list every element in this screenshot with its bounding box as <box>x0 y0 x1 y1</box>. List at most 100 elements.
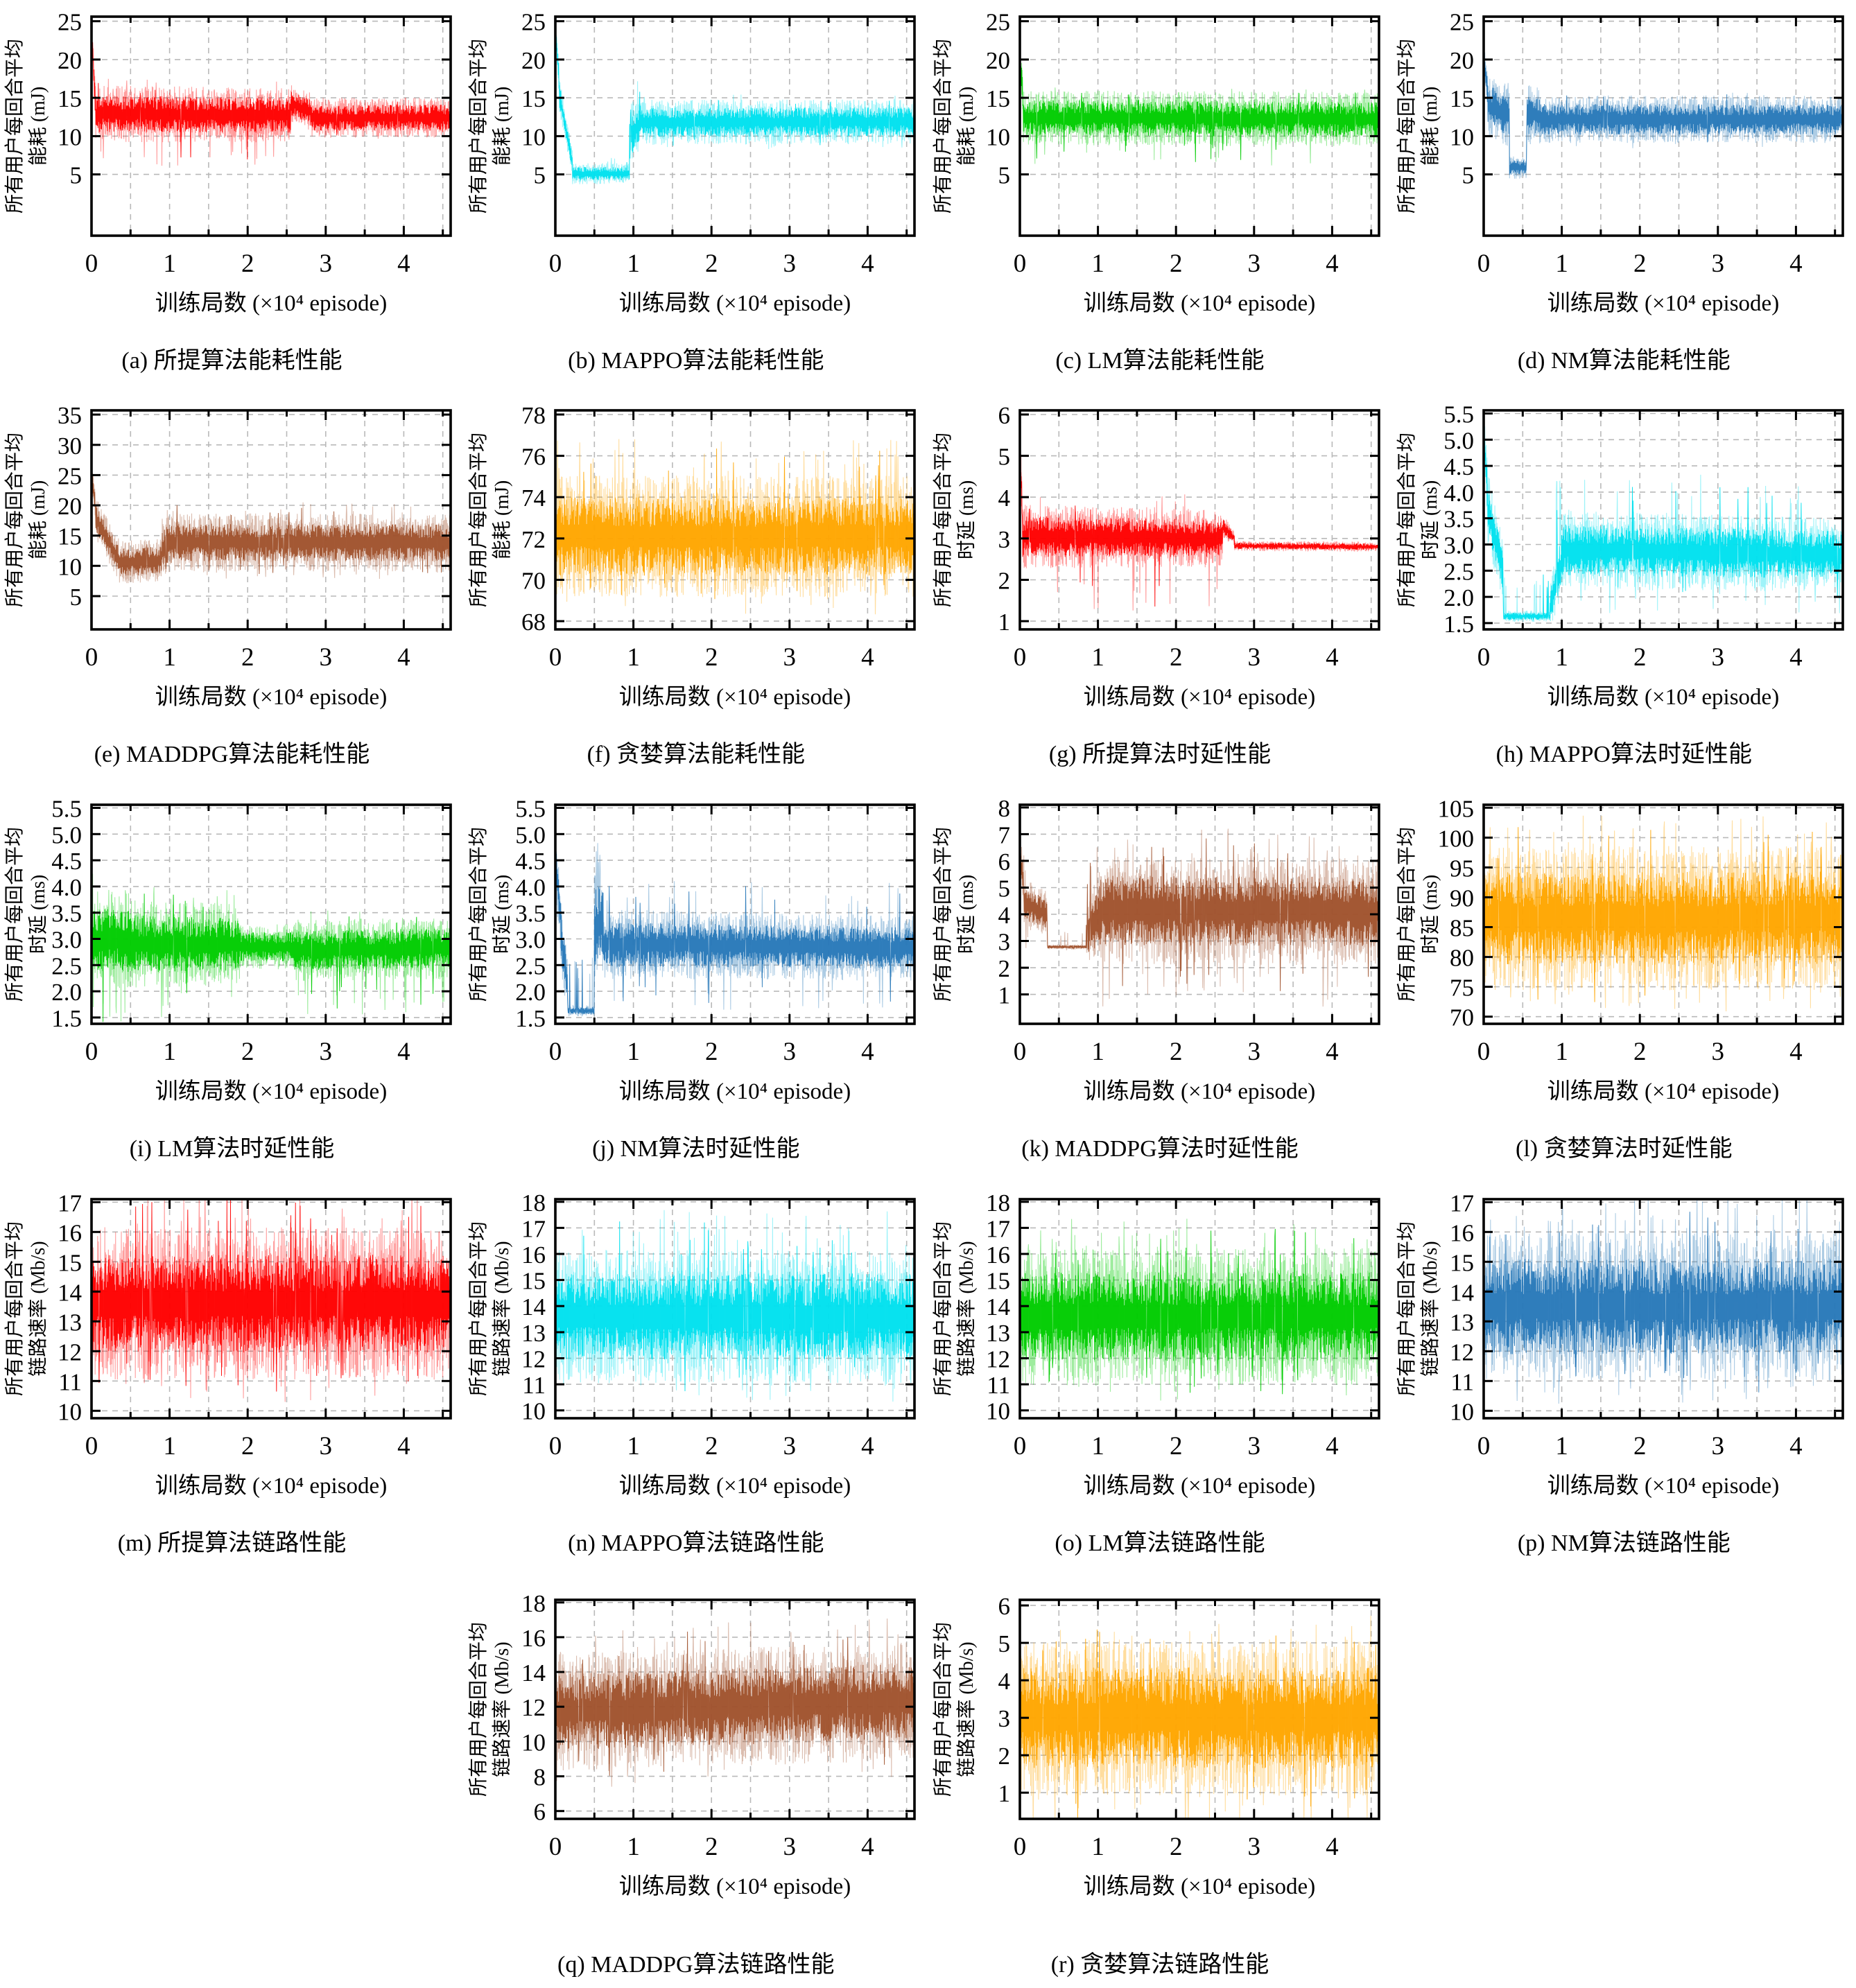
y-tick-label: 13 <box>1450 1309 1474 1336</box>
x-axis-label: 训练局数 (×10⁴ episode) <box>155 684 387 710</box>
y-tick-label: 11 <box>523 1372 546 1399</box>
plot-series <box>1019 1219 1379 1401</box>
y-tick-label: 10 <box>986 1398 1010 1425</box>
chart-caption-l: (l) 贪婪算法时延性能 <box>1516 1136 1733 1162</box>
y-tick-label: 35 <box>58 402 82 429</box>
chart-caption-i: (i) LM算法时延性能 <box>129 1136 335 1162</box>
y-tick-label: 1.5 <box>516 1005 546 1032</box>
y-tick-label: 70 <box>1450 1004 1474 1031</box>
y-tick-label: 4.5 <box>516 848 546 875</box>
x-tick-label: 2 <box>1169 643 1182 672</box>
x-axis-label: 训练局数 (×10⁴ episode) <box>619 290 851 316</box>
y-tick-label: 3.5 <box>516 900 546 927</box>
y-axis-label-line2: 链路速率 (Mb/s) <box>1419 1241 1441 1376</box>
y-tick-label: 16 <box>521 1625 546 1652</box>
chart-cell-k: 1 2 3 4 5 6 7 8 0 1 2 3 4 训练局数 (×10⁴ episode) 所有用户每回合平… <box>928 788 1392 1176</box>
chart-caption-n: (n) MAPPO算法链路性能 <box>568 1531 824 1556</box>
x-axis-label: 训练局数 (×10⁴ episode) <box>1083 290 1315 316</box>
y-tick-label: 6 <box>998 1593 1010 1620</box>
x-tick-label: 2 <box>1633 250 1647 278</box>
x-tick-label: 3 <box>1711 643 1724 672</box>
x-tick-label: 1 <box>1091 643 1104 672</box>
x-tick-label: 2 <box>705 1432 718 1461</box>
x-tick-label: 2 <box>1169 1833 1182 1861</box>
x-tick-label: 3 <box>1711 250 1724 278</box>
plot-series <box>555 1618 915 1787</box>
x-tick-label: 2 <box>1169 250 1182 278</box>
y-tick-label: 5.5 <box>516 796 546 823</box>
y-tick-label: 2.0 <box>516 979 546 1006</box>
y-tick-label: 13 <box>986 1320 1010 1347</box>
y-tick-label: 2 <box>998 955 1010 982</box>
x-axis-label: 训练局数 (×10⁴ episode) <box>1547 684 1779 710</box>
x-tick-label: 2 <box>241 250 254 278</box>
y-tick-label: 20 <box>58 47 82 74</box>
chart-cell-o: 10 11 12 13 14 15 16 17 18 0 1 2 3 4 训练局数 (×10⁴ episod… <box>928 1183 1392 1571</box>
y-tick-label: 10 <box>521 1729 546 1756</box>
x-tick-label: 0 <box>549 1432 562 1461</box>
y-tick-label: 15 <box>1450 85 1474 112</box>
y-tick-label: 14 <box>58 1279 82 1306</box>
x-tick-label: 0 <box>549 250 562 278</box>
y-tick-label: 2.0 <box>1443 584 1474 611</box>
y-axis-label-line2: 链路速率 (Mb/s) <box>955 1641 978 1777</box>
chart-caption-m: (m) 所提算法链路性能 <box>117 1531 347 1556</box>
plot-border <box>1482 409 1844 631</box>
x-tick-label: 4 <box>1789 643 1803 672</box>
y-axis-label-line1: 所有用户每回合平均 <box>467 39 489 213</box>
x-tick-label: 4 <box>1789 1038 1803 1066</box>
plot-series <box>1483 416 1843 622</box>
y-axis-label-line2: 时延 (ms) <box>1419 875 1441 954</box>
x-tick-label: 0 <box>1013 1833 1026 1861</box>
x-tick-label: 3 <box>783 1038 797 1066</box>
y-tick-label: 25 <box>986 9 1010 36</box>
y-tick-label: 6 <box>998 402 1010 429</box>
plot-border <box>1018 409 1380 631</box>
y-tick-label: 16 <box>58 1219 82 1246</box>
chart-a: 5 10 15 20 25 0 1 2 3 4 训练局数 (×10⁴ episode) 所有用户每回合… <box>3 9 452 316</box>
y-axis-label-line1: 所有用户每回合平均 <box>3 827 26 1002</box>
y-tick-label: 85 <box>1450 915 1474 942</box>
gridlines <box>92 805 451 1024</box>
x-tick-label: 0 <box>85 1432 98 1461</box>
x-tick-label: 3 <box>320 1432 333 1461</box>
y-tick-label: 25 <box>58 9 82 36</box>
x-axis-label: 训练局数 (×10⁴ episode) <box>1547 1079 1779 1104</box>
y-axis-label-line1: 所有用户每回合平均 <box>467 433 489 607</box>
plot-border <box>1018 15 1380 237</box>
y-tick-label: 5.0 <box>516 821 546 848</box>
y-tick-label: 10 <box>58 1398 82 1425</box>
y-tick-label: 3 <box>998 1705 1010 1732</box>
y-tick-label: 105 <box>1437 795 1474 822</box>
chart-cell-q: 6 8 10 12 14 16 18 0 1 2 3 4 训练局数 (×10⁴ episode) 所有用户… <box>464 1583 928 1978</box>
y-tick-label: 16 <box>521 1241 546 1268</box>
y-axis-label-line2: 链路速率 (Mb/s) <box>491 1641 513 1777</box>
plot-series <box>92 24 451 166</box>
series-k <box>1019 838 1379 991</box>
y-tick-label: 15 <box>521 1268 546 1295</box>
y-axis-label-line2: 能耗 (mJ) <box>27 480 49 559</box>
chart-d: 5 10 15 20 25 0 1 2 3 4 训练局数 (×10⁴ episode) 所有用户每回合… <box>1396 9 1844 316</box>
y-axis-label-line1: 所有用户每回合平均 <box>467 1622 489 1797</box>
chart-cell-m: 10 11 12 13 14 15 16 17 0 1 2 3 4 训练局数 (×10⁴ episode)… <box>0 1183 464 1571</box>
x-tick-label: 1 <box>1091 1432 1104 1461</box>
x-tick-label: 4 <box>1326 1833 1339 1861</box>
x-tick-label: 3 <box>320 1038 333 1066</box>
plot-border <box>90 1198 452 1420</box>
y-tick-label: 15 <box>58 523 82 550</box>
y-tick-label: 25 <box>521 9 546 36</box>
series-h <box>1483 416 1843 622</box>
chart-r: 1234560 1 2 3 4训练局数 (×10⁴ episode)所有用户每回合平均链… <box>932 1593 1380 1899</box>
y-tick-label: 3.0 <box>516 927 546 954</box>
plot-series <box>555 832 915 1017</box>
y-tick-label: 2.5 <box>51 952 82 979</box>
x-tick-label: 3 <box>783 643 797 672</box>
y-tick-label: 15 <box>521 85 546 112</box>
x-tick-label: 0 <box>1013 643 1026 672</box>
plot-series <box>1483 1199 1843 1404</box>
y-tick-label: 3.5 <box>51 900 82 927</box>
y-tick-label: 25 <box>1450 9 1474 36</box>
y-tick-label: 4.0 <box>51 874 82 901</box>
x-axis-label: 训练局数 (×10⁴ episode) <box>1083 1079 1315 1104</box>
